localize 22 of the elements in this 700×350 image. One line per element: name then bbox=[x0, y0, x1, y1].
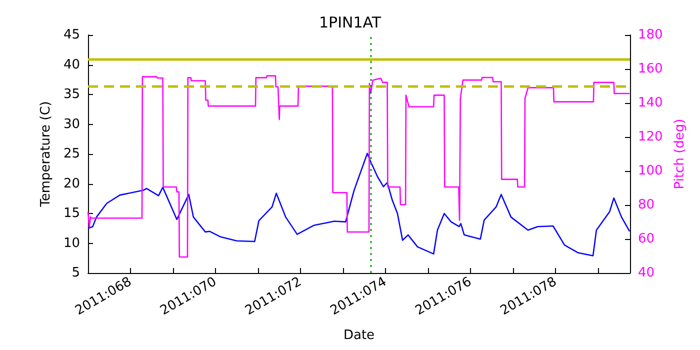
y2-tick-label: 120 bbox=[638, 130, 663, 144]
y-tick-label: 10 bbox=[63, 236, 80, 251]
y2-tick-label: 100 bbox=[638, 164, 663, 178]
line-series bbox=[87, 152, 630, 256]
y2-tick-label: 40 bbox=[638, 266, 655, 280]
y2-tick-label: 180 bbox=[638, 28, 663, 42]
y-tick-label: 30 bbox=[63, 116, 80, 132]
y2-tick-label: 160 bbox=[638, 62, 663, 76]
x-axis-title: Date bbox=[343, 328, 375, 343]
chart-title: 1PIN1AT bbox=[318, 14, 382, 32]
y-tick-label: 45 bbox=[63, 28, 80, 42]
y-tick-label: 5 bbox=[72, 266, 80, 280]
y-tick-label: 20 bbox=[63, 176, 80, 192]
y-tick-label: 40 bbox=[63, 57, 80, 72]
y2-tick-label: 80 bbox=[638, 198, 655, 212]
y2-tick-label: 140 bbox=[638, 96, 663, 110]
y-tick-label: 15 bbox=[63, 206, 80, 221]
y-axis-title: Temperature (C) bbox=[38, 101, 54, 208]
y2-axis-title: Pitch (deg) bbox=[672, 118, 688, 190]
y2-tick-label: 60 bbox=[638, 232, 655, 246]
y-tick-label: 25 bbox=[63, 146, 80, 162]
y-tick-label: 35 bbox=[63, 87, 80, 102]
